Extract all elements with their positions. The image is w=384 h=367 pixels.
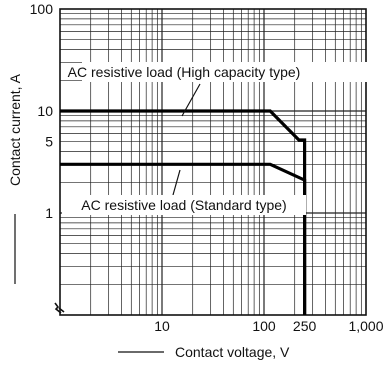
series-line-2: [60, 162, 307, 315]
x-tick-label: 10: [154, 318, 170, 334]
x-tick-label: 1,000: [348, 318, 383, 334]
y-tick-label: 5: [45, 134, 53, 150]
y-tick-label: 1: [45, 205, 53, 221]
series-label-background: [62, 195, 306, 215]
tick-labels: 10 100 250 1,000 1 5 10 100: [30, 1, 384, 334]
x-axis-title: Contact voltage, V: [175, 344, 290, 360]
series-labels: AC resistive load (High capacity type) AC…: [62, 62, 368, 215]
plot-frame: [59, 8, 367, 316]
series-label-1: AC resistive load (High capacity type): [68, 64, 301, 80]
y-tick-label: 10: [37, 103, 53, 119]
x-axis-title-group: Contact voltage, V: [118, 344, 290, 360]
label-leader-line: [181, 83, 201, 117]
series-label-background: [82, 62, 368, 82]
label-leaders: [172, 83, 201, 196]
y-axis-title-group: Contact current, A: [7, 73, 23, 284]
x-tick-label: 250: [293, 318, 317, 334]
label-leader-line: [172, 169, 181, 196]
x-tick-label: 100: [252, 318, 276, 334]
series-label-2: AC resistive load (Standard type): [81, 197, 286, 213]
grid-lines: [60, 9, 366, 315]
y-tick-label: 100: [30, 1, 54, 17]
broken-axis-marker: [54, 302, 65, 314]
y-axis-title: Contact current, A: [7, 73, 23, 186]
